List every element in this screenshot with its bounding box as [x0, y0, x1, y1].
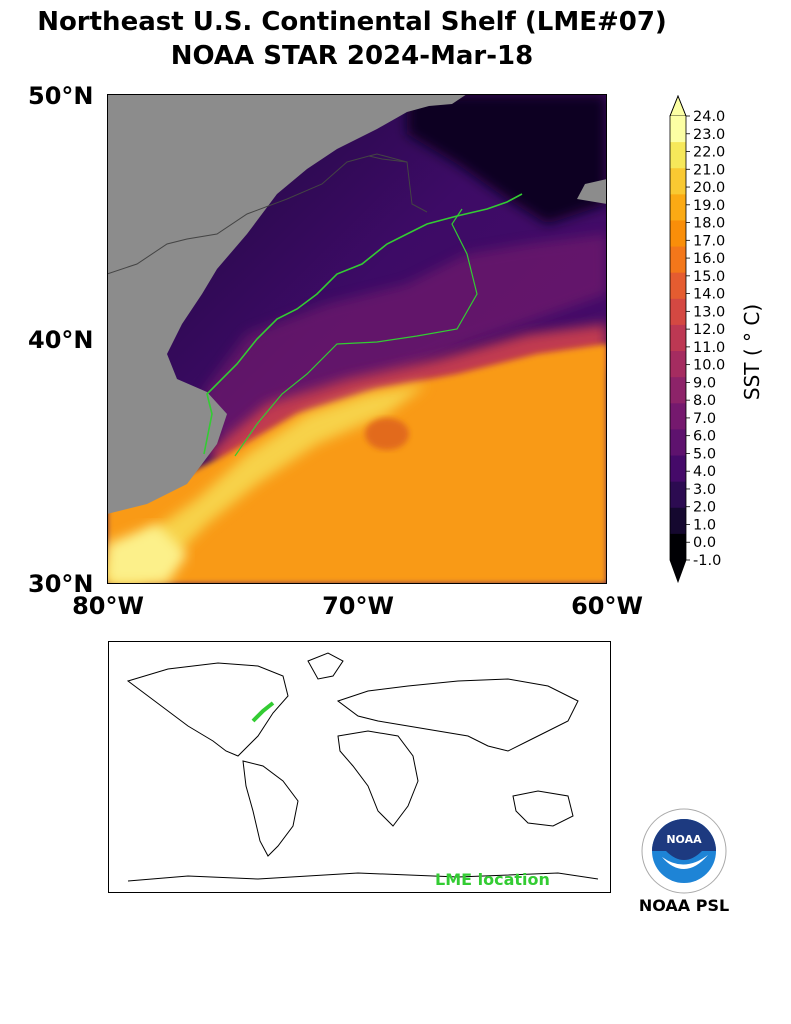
colorbar-tick-label: 7.0 — [693, 411, 716, 427]
cold-north-waters — [407, 94, 607, 224]
lme-location-label: LME location — [435, 870, 550, 889]
border-line — [107, 153, 428, 275]
colorbar-tick-label: 4.0 — [693, 464, 716, 480]
sst-colorbar: 24.0 23.0 22.021.0 20.0 19.0 18.017.0 16.0 15.0… — [669, 94, 725, 584]
colorbar-tick-label: 19.0 — [693, 198, 725, 214]
lon-label-60w: 60°W — [571, 592, 643, 620]
border-line-2 — [368, 155, 408, 163]
world-inset-map — [108, 641, 611, 893]
lme-coastline — [203, 193, 523, 455]
lon-label-80w: 80°W — [72, 592, 144, 620]
colorbar-tick-label: 12.0 — [693, 322, 725, 338]
sst-map — [107, 94, 607, 584]
africa-outline — [337, 730, 419, 827]
map-subtitle: NOAA STAR 2024-Mar-18 — [170, 41, 534, 71]
colorbar-extend-top — [669, 94, 687, 117]
noaa-psl-caption: NOAA PSL — [638, 896, 730, 915]
colorbar-swatch — [670, 351, 686, 378]
colorbar-swatch — [670, 246, 686, 274]
lat-label-30n: 30°N — [28, 570, 94, 598]
south-america-outline — [242, 760, 299, 857]
map-frame — [107, 94, 607, 584]
gulf-stream-core — [107, 384, 427, 584]
land-nova-scotia — [577, 179, 607, 204]
inset-frame — [108, 641, 611, 893]
colorbar-swatch — [670, 298, 686, 326]
warm-water — [107, 344, 607, 584]
colorbar-tick-label: 2.0 — [693, 500, 716, 516]
lat-label-40n: 40°N — [28, 326, 94, 354]
colorbar-tick-label: 6.0 — [693, 429, 716, 445]
noaa-logo-icon: NOAA — [641, 808, 727, 894]
noaa-badge-text: NOAA — [666, 833, 702, 846]
colorbar-label: SST ( ° C) — [740, 303, 764, 401]
colorbar-swatch — [670, 429, 686, 457]
colorbar-tick-label: 13.0 — [693, 304, 725, 320]
colorbar-swatch — [670, 481, 686, 509]
colorbar-swatch — [670, 377, 686, 404]
colorbar-tick-label: 0.0 — [693, 535, 716, 551]
colorbar-tick-label: 9.0 — [693, 375, 716, 391]
colorbar-tick-label: 15.0 — [693, 269, 725, 285]
colorbar-tick-label: 16.0 — [693, 251, 725, 267]
colorbar-tick-label: 3.0 — [693, 482, 716, 498]
colorbar-tick-label: 18.0 — [693, 216, 725, 232]
colorbar-tick-label: 23.0 — [693, 127, 725, 143]
colorbar-tick-label: 17.0 — [693, 233, 725, 249]
colorbar-swatch — [670, 142, 686, 169]
colorbar-tick-label: 22.0 — [693, 145, 725, 161]
colorbar-tick-label: 1.0 — [693, 517, 716, 533]
colorbar-tick-label: 20.0 — [693, 180, 725, 196]
colorbar-swatch — [670, 507, 686, 535]
antarctica-outline — [127, 872, 599, 882]
colorbar-tick-label: 8.0 — [693, 393, 716, 409]
colorbar-tick-label: 24.0 — [693, 109, 725, 125]
colorbar-tick-label: -1.0 — [693, 553, 721, 569]
colorbar-tick-label: 21.0 — [693, 162, 725, 178]
colorbar-swatch — [670, 220, 686, 248]
lme-boundary — [234, 208, 478, 457]
land-us — [107, 94, 429, 514]
colorbar-tick-label: 11.0 — [693, 340, 725, 356]
colorbar-tick-label: 5.0 — [693, 446, 716, 462]
colorbar-swatch — [670, 168, 686, 195]
colorbar-extend-bottom — [670, 560, 686, 582]
eurasia-outline — [336, 678, 579, 752]
colorbar-tick-label: 10.0 — [693, 358, 725, 374]
lme-highlight — [251, 701, 275, 723]
land-canada — [429, 94, 467, 106]
colorbar-swatch — [670, 272, 686, 300]
greenland-outline — [307, 652, 344, 680]
colorbar-swatch — [670, 194, 686, 221]
lon-label-70w: 70°W — [322, 592, 394, 620]
warm-eddy — [365, 418, 409, 450]
north-america-outline — [126, 662, 289, 757]
colorbar-tick-label: 14.0 — [693, 287, 725, 303]
colorbar-swatch — [670, 403, 686, 430]
colorbar-swatch — [670, 324, 686, 352]
australia-outline — [512, 790, 574, 827]
lat-label-50n: 50°N — [28, 82, 94, 110]
colorbar-swatch — [670, 533, 686, 561]
map-title: Northeast U.S. Continental Shelf (LME#07… — [37, 7, 667, 37]
gulf-stream-hot — [107, 524, 187, 584]
colorbar-swatch — [670, 116, 686, 143]
colorbar-swatch — [670, 455, 686, 483]
